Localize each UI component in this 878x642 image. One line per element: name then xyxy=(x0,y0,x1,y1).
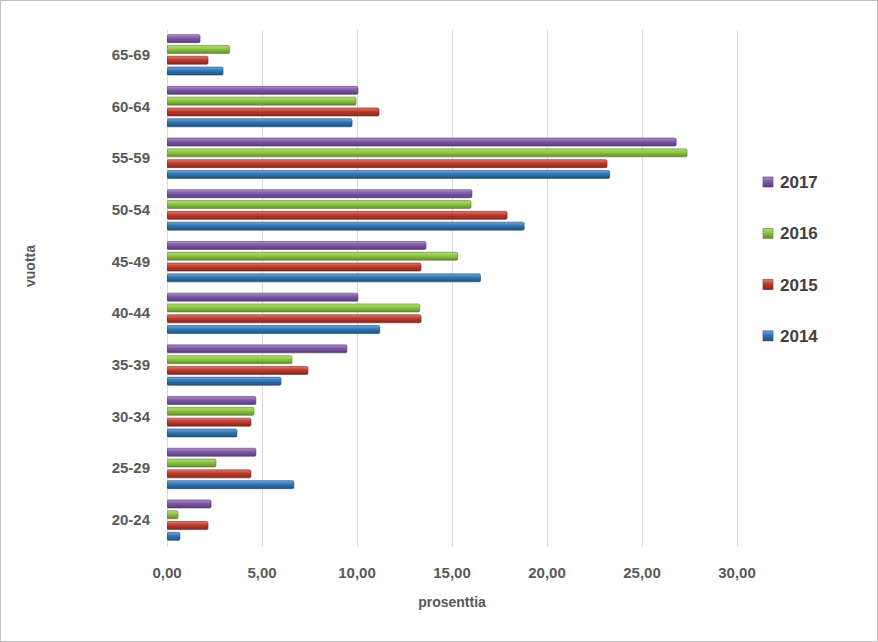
bar xyxy=(167,470,251,478)
grid-line xyxy=(452,30,453,547)
legend: 2017 2016 2015 2014 xyxy=(763,173,818,346)
grid-line xyxy=(547,30,548,547)
tick-label: 10,00 xyxy=(338,564,376,581)
bar xyxy=(167,45,230,53)
bar xyxy=(167,397,256,405)
legend-label: 2017 xyxy=(780,173,818,192)
legend-swatch xyxy=(763,331,773,341)
bar xyxy=(167,448,256,456)
legend-label: 2015 xyxy=(780,276,818,295)
tick-label: 20,00 xyxy=(528,564,566,581)
bar xyxy=(167,149,687,157)
grid-line xyxy=(737,30,738,547)
bar xyxy=(167,532,180,540)
bar xyxy=(167,222,524,230)
tick-label: 5,00 xyxy=(247,564,276,581)
legend-swatch xyxy=(763,280,773,290)
chart-root: 0,00 5,00 10,00 15,00 20,00 25,00 30,00 20-24 25… xyxy=(0,0,878,642)
category-label: 20-24 xyxy=(112,511,151,528)
legend-label: 2016 xyxy=(780,224,818,243)
bar xyxy=(167,67,223,75)
bar xyxy=(167,160,607,168)
bar xyxy=(167,241,426,249)
category-label: 40-44 xyxy=(112,304,151,321)
bar xyxy=(167,418,251,426)
bar xyxy=(167,345,347,353)
bar xyxy=(167,56,208,64)
bar xyxy=(167,459,216,467)
bar xyxy=(167,366,308,374)
legend-swatch xyxy=(763,177,773,187)
chart-svg: 0,00 5,00 10,00 15,00 20,00 25,00 30,00 20-24 25… xyxy=(0,0,878,642)
category-label: 35-39 xyxy=(112,356,150,373)
bar xyxy=(167,119,352,127)
bar xyxy=(167,304,420,312)
grid-line xyxy=(167,30,168,547)
bar xyxy=(167,377,281,385)
bar xyxy=(167,190,472,198)
bar xyxy=(167,263,421,271)
bar xyxy=(167,138,676,146)
legend-label: 2014 xyxy=(780,327,818,346)
bar xyxy=(167,315,421,323)
bar xyxy=(167,356,292,364)
category-label: 50-54 xyxy=(112,201,151,218)
bar xyxy=(167,429,237,437)
bar xyxy=(167,201,471,209)
bar xyxy=(167,511,178,519)
bar xyxy=(167,326,380,334)
category-label: 65-69 xyxy=(112,46,150,63)
bar xyxy=(167,170,610,178)
grid-line xyxy=(357,30,358,547)
chart-frame xyxy=(1,1,878,642)
bar xyxy=(167,407,254,415)
bar xyxy=(167,86,358,94)
legend-swatch xyxy=(763,228,773,238)
bar xyxy=(167,274,481,282)
y-axis-title: vuotta xyxy=(22,245,38,287)
tick-label: 25,00 xyxy=(623,564,661,581)
bar xyxy=(167,522,208,530)
grid-line xyxy=(642,30,643,547)
bar xyxy=(167,108,379,116)
tick-label: 0,00 xyxy=(152,564,181,581)
bar xyxy=(167,35,200,43)
grid-line xyxy=(262,30,263,547)
bar xyxy=(167,97,356,105)
bars xyxy=(167,35,687,541)
bar xyxy=(167,293,358,301)
tick-label: 15,00 xyxy=(433,564,471,581)
category-label: 30-34 xyxy=(112,408,151,425)
category-label: 45-49 xyxy=(112,253,150,270)
bar xyxy=(167,481,294,489)
category-label: 60-64 xyxy=(112,98,151,115)
category-label: 55-59 xyxy=(112,149,150,166)
bar xyxy=(167,211,507,219)
grid xyxy=(168,30,738,547)
tick-label: 30,00 xyxy=(718,564,756,581)
x-axis-title: prosenttia xyxy=(418,594,486,610)
bar xyxy=(167,500,211,508)
category-label: 25-29 xyxy=(112,459,150,476)
bar xyxy=(167,252,458,260)
